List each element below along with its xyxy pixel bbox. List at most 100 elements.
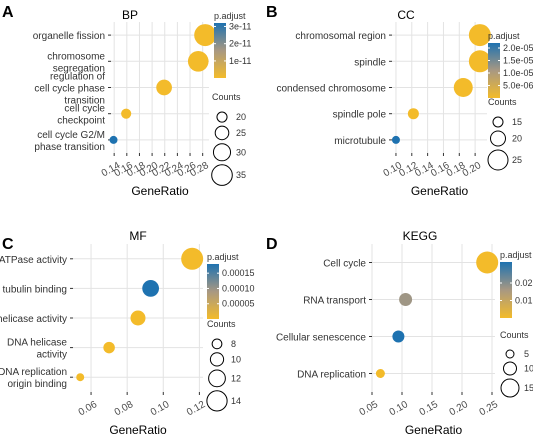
size-legend-title: Counts	[207, 319, 236, 329]
y-tick-label: microtubule	[334, 136, 386, 147]
size-legend-label: 25	[512, 155, 522, 165]
data-point	[476, 251, 499, 274]
data-point	[130, 310, 146, 326]
size-legend-circle	[503, 361, 517, 376]
color-legend-title: p.adjust	[500, 250, 532, 260]
size-legend-title: Counts	[488, 97, 517, 107]
size-legend-label: 10	[524, 364, 533, 374]
panel-cc: B CC chromosomal region spindle condensed ch…	[266, 4, 533, 198]
color-legend-label: 0.00005	[222, 299, 255, 309]
y-tick-label: activity	[36, 350, 67, 361]
color-legend-label: 3e-11	[229, 21, 251, 31]
y-tick-label: checkpoint	[57, 116, 105, 127]
x-tick-label: 0.15	[418, 399, 441, 418]
x-tick-label: 0.08	[113, 399, 136, 418]
size-legend-circle	[209, 352, 225, 367]
size-legend-circle	[505, 349, 515, 359]
x-tick-label: 0.25	[478, 399, 501, 418]
color-legend-title: p.adjust	[488, 31, 520, 41]
color-legend-title: p.adjust	[214, 11, 246, 21]
size-legend-circle	[216, 111, 228, 123]
size-legend-label: 15	[512, 117, 522, 127]
panel-title-cc: CC	[397, 8, 415, 22]
y-tick-label: Cell cycle	[323, 259, 366, 270]
size-legend-circle	[492, 116, 504, 128]
y-tick-label: DNA helicase	[7, 338, 67, 349]
color-legend-bar	[207, 264, 219, 319]
y-tick-label: chromosome	[47, 51, 105, 62]
data-point	[109, 135, 118, 144]
data-point	[187, 51, 209, 72]
data-point	[392, 330, 405, 343]
x-axis-title: GeneRatio	[109, 423, 167, 437]
size-legend-label: 20	[236, 112, 246, 122]
y-tick-label: DNA replication	[297, 370, 366, 381]
data-point	[142, 280, 160, 297]
size-legend-title: Counts	[212, 92, 241, 102]
size-legend-label: 12	[231, 373, 241, 383]
size-legend-label: 15	[524, 383, 533, 393]
size-legend-circle	[214, 125, 230, 141]
x-axis-title: GeneRatio	[405, 423, 463, 437]
color-legend-label: 0.01	[515, 296, 533, 306]
data-point	[103, 341, 115, 354]
size-legend-label: 30	[236, 147, 246, 157]
y-tick-label: cell cycle	[64, 104, 105, 115]
color-legend-label: 1.5e-05	[503, 56, 533, 66]
data-point	[121, 108, 132, 119]
color-legend-bar	[500, 262, 512, 318]
panel-label-kegg: D	[266, 236, 278, 253]
color-legend-bar	[488, 43, 500, 98]
size-legend-label: 25	[236, 128, 246, 138]
x-axis-title: GeneRatio	[131, 184, 189, 198]
size-legend-title: Counts	[500, 330, 529, 340]
panel-mf: C MF ATPase activity tubulin binding helicas…	[0, 229, 255, 437]
color-legend-label: 0.02	[515, 278, 533, 288]
panel-title-mf: MF	[129, 229, 146, 243]
data-point	[468, 24, 491, 47]
y-tick-label: spindle pole	[333, 110, 387, 121]
color-legend-label: 0.00015	[222, 268, 255, 278]
panel-label-mf: C	[2, 236, 14, 253]
size-legend-circle	[212, 143, 232, 162]
size-legend-label: 35	[236, 170, 246, 180]
data-point	[194, 24, 217, 47]
y-tick-label: helicase activity	[0, 314, 67, 325]
y-tick-label: chromosomal region	[295, 31, 386, 42]
panel-label-cc: B	[266, 4, 278, 21]
y-tick-label: organelle fission	[33, 31, 105, 42]
color-legend-title: p.adjust	[207, 252, 239, 262]
y-tick-label: DNA replication	[0, 367, 67, 378]
size-legend-circle	[208, 369, 226, 388]
size-legend-label: 10	[231, 354, 241, 364]
color-legend-label: 2.0e-05	[503, 43, 533, 53]
data-point	[399, 293, 413, 306]
data-point	[156, 79, 172, 96]
data-point	[391, 135, 400, 144]
y-tick-label: segregation	[53, 63, 105, 74]
plot-area	[372, 244, 495, 392]
y-tick-label: cell cycle phase	[34, 84, 105, 95]
y-tick-label: transition	[64, 96, 105, 107]
y-tick-label: Cellular senescence	[276, 333, 366, 344]
color-legend-label: 2e-11	[229, 39, 251, 49]
data-point	[407, 108, 419, 120]
y-tick-label: regulation of	[50, 72, 105, 83]
color-legend-label: 1e-11	[229, 56, 251, 66]
x-tick-label: 0.05	[358, 399, 381, 418]
data-point	[453, 78, 473, 97]
y-tick-label: spindle	[354, 57, 386, 68]
panel-bp: A BP organelle fission chromosomesegregatio…	[2, 4, 251, 198]
y-tick-label: origin binding	[8, 379, 68, 390]
color-legend-bar	[214, 23, 226, 78]
size-legend-circle	[490, 130, 506, 147]
y-tick-label: condensed chromosome	[276, 84, 386, 95]
data-point	[468, 50, 491, 73]
panel-kegg: D KEGG Cell cycle RNA transport Cellular sen…	[266, 229, 533, 437]
size-legend-circle	[211, 338, 223, 350]
panel-title-bp: BP	[122, 8, 138, 22]
size-legend-circle	[211, 164, 233, 186]
data-point	[181, 247, 204, 270]
y-tick-label: cell cycle G2/M	[37, 130, 105, 141]
